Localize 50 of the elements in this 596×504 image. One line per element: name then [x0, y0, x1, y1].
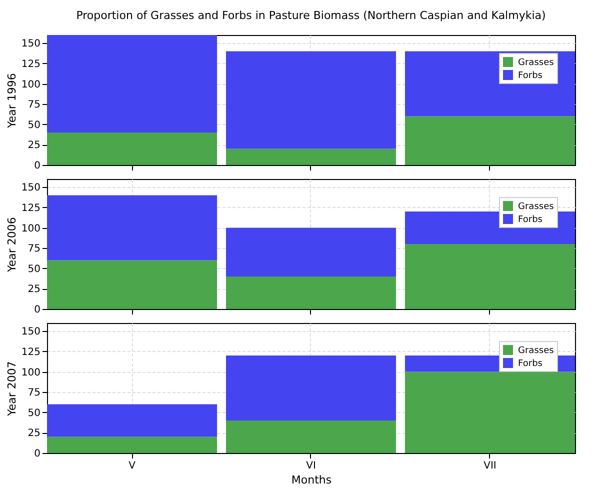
y-tick-label: 0 — [34, 304, 40, 316]
bar — [47, 404, 218, 437]
y-tick-label: 50 — [28, 408, 40, 419]
bar — [226, 276, 396, 309]
y-tick-label: 50 — [28, 264, 40, 275]
bar — [226, 51, 396, 149]
bar — [47, 195, 218, 260]
legend-label: Grasses — [518, 58, 554, 68]
y-tick-label: 150 — [21, 38, 40, 50]
legend-label: Grasses — [518, 346, 554, 356]
y-axis-title: Year 2006 — [5, 217, 18, 273]
y-tick-label: 100 — [21, 367, 40, 378]
legend-label: Forbs — [518, 359, 543, 369]
y-tick-label: 25 — [28, 284, 40, 296]
y-tick-label: 150 — [21, 182, 40, 194]
bar — [226, 420, 396, 453]
legend-label: Grasses — [518, 202, 554, 212]
y-axis-title: Year 2007 — [5, 361, 18, 417]
y-tick-label: 150 — [21, 326, 40, 338]
y-tick-label: 125 — [21, 58, 40, 70]
y-tick-label: 125 — [21, 346, 40, 358]
bar — [47, 35, 218, 132]
y-tick-label: 50 — [28, 120, 40, 131]
bar — [226, 356, 396, 420]
y-tick-label: 75 — [28, 388, 40, 399]
legend-label: Forbs — [518, 215, 543, 225]
bar — [404, 244, 575, 309]
bar — [404, 116, 575, 165]
y-tick-label: 25 — [28, 140, 40, 152]
x-tick-label: VI — [306, 460, 316, 472]
x-tick-label: V — [128, 460, 136, 472]
x-axis-title: Months — [291, 474, 332, 486]
y-tick-label: 100 — [21, 223, 40, 234]
bar — [47, 436, 218, 453]
y-tick-label: 0 — [34, 160, 40, 172]
bar — [226, 148, 396, 165]
y-tick-label: 0 — [34, 448, 40, 460]
bar — [404, 372, 575, 453]
legend-label: Forbs — [518, 71, 543, 81]
y-axis-title: Year 1996 — [5, 73, 18, 129]
y-tick-label: 75 — [28, 100, 40, 111]
bar — [226, 228, 396, 276]
y-tick-label: 125 — [21, 202, 40, 214]
y-tick-label: 100 — [21, 79, 40, 90]
bar — [47, 260, 218, 309]
y-tick-label: 25 — [28, 428, 40, 440]
x-tick-label: VII — [484, 460, 496, 472]
bar — [47, 132, 218, 165]
y-tick-label: 75 — [28, 244, 40, 255]
chart-title: Proportion of Grasses and Forbs in Pasture Biomass (Northern Caspian and Kalmykia) — [76, 9, 546, 22]
